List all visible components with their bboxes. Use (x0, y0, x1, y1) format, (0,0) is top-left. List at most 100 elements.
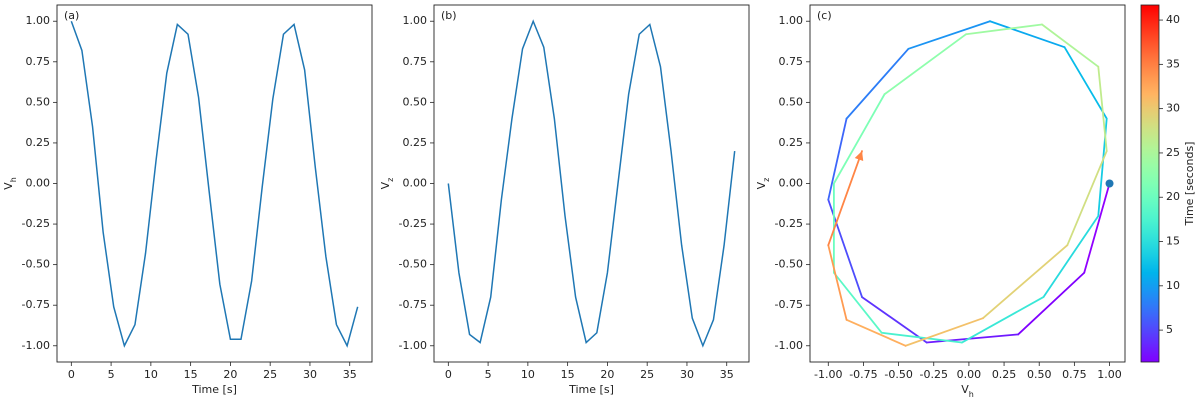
colorbar-tick-label: 30 (1166, 102, 1180, 115)
arrow-head (854, 151, 864, 162)
y-tick-label: 0.50 (26, 95, 51, 108)
colorbar-tick-label: 5 (1166, 323, 1173, 336)
y-tick-label: -0.25 (22, 217, 50, 230)
trajectory-segment (965, 23, 1043, 36)
trajectory-segment (827, 117, 848, 201)
x-tick-label: 15 (184, 368, 198, 381)
x-tick-label: 0 (68, 368, 75, 381)
colorbar-tick-label: 25 (1166, 146, 1180, 159)
trajectory-segment (827, 150, 863, 247)
x-tick-label: -1.00 (814, 368, 842, 381)
x-tick-label: 30 (680, 368, 694, 381)
colorbar (1140, 4, 1160, 363)
y-tick-label: 0.00 (26, 177, 51, 190)
y-tick-label: -1.00 (22, 339, 50, 352)
trajectory-segment (960, 296, 1045, 344)
x-tick-label: -0.75 (849, 368, 877, 381)
x-tick-label: 0.00 (957, 368, 982, 381)
x-axis-label: Time [s] (568, 383, 614, 396)
x-tick-label: 0.50 (1027, 368, 1052, 381)
x-tick-label: -0.25 (920, 368, 948, 381)
colorbar-tick-label: 40 (1166, 13, 1180, 26)
x-tick-label: 5 (108, 368, 115, 381)
x-tick-label: 10 (144, 368, 158, 381)
colorbar-tick-label: 35 (1166, 57, 1180, 70)
panel-label: (b) (441, 9, 457, 22)
colorbar-tick-label: 20 (1166, 190, 1180, 203)
y-tick-label: -0.50 (775, 258, 803, 271)
label-subscript: z (386, 178, 395, 182)
x-tick-label: 35 (343, 368, 357, 381)
x-tick-label: 1.00 (1097, 368, 1122, 381)
y-tick-label: 0.50 (403, 95, 428, 108)
trajectory-segment (1083, 182, 1111, 274)
trajectory-segment (904, 317, 984, 347)
trajectory-segment (833, 93, 886, 185)
trajectory-segment (883, 33, 967, 96)
axes-frame (56, 4, 373, 363)
y-tick-label: 0.75 (403, 55, 428, 68)
y-tick-label: 0.00 (403, 177, 428, 190)
y-tick-label: 1.00 (403, 14, 428, 27)
x-tick-label: 25 (640, 368, 654, 381)
axes-frame (809, 4, 1126, 363)
data-line (447, 19, 736, 348)
trajectory-segment (925, 333, 1020, 344)
axes-frame (433, 4, 750, 363)
label-subscript: h (969, 390, 974, 399)
x-tick-label: 35 (720, 368, 734, 381)
trajectory-segment (1097, 65, 1108, 152)
y-axis-label: Vh (2, 177, 18, 190)
y-tick-label: -0.25 (399, 217, 427, 230)
x-tick-label: 0.75 (1062, 368, 1087, 381)
data-line (70, 20, 359, 348)
y-tick-label: 0.25 (403, 136, 428, 149)
y-tick-label: 0.50 (779, 95, 804, 108)
x-tick-label: 0 (445, 368, 452, 381)
y-tick-label: -0.75 (775, 298, 803, 311)
label-subscript: h (9, 177, 18, 182)
trajectory-segment (880, 331, 963, 344)
panel-label: (a) (64, 9, 79, 22)
x-axis-label: Time [s] (191, 383, 237, 396)
y-tick-label: 0.25 (779, 136, 804, 149)
panel-label: (c) (817, 9, 832, 22)
trajectory-segment (1042, 215, 1100, 298)
y-tick-label: 0.75 (26, 55, 51, 68)
trajectory-segment (907, 20, 991, 50)
y-tick-label: -0.50 (399, 258, 427, 271)
trajectory-segment (861, 296, 928, 344)
y-axis-label: Vz (755, 178, 771, 190)
trajectory-segment (845, 47, 910, 120)
y-tick-label: 1.00 (26, 14, 51, 27)
x-tick-label: 10 (521, 368, 535, 381)
x-tick-label: 0.25 (992, 368, 1017, 381)
trajectory-segment (982, 244, 1069, 320)
trajectory-segment (845, 318, 907, 347)
label-base: V (379, 181, 392, 189)
label-base: V (755, 181, 768, 189)
y-tick-label: -1.00 (775, 339, 803, 352)
y-tick-label: -0.50 (22, 258, 50, 271)
label-subscript: z (762, 178, 771, 182)
x-tick-label: 30 (303, 368, 317, 381)
trajectory-segment (827, 244, 848, 321)
colorbar-tick-label: 10 (1166, 279, 1180, 292)
trajectory-segment (1041, 23, 1100, 68)
trajectory-segment (1017, 271, 1086, 336)
x-tick-label: 5 (485, 368, 492, 381)
y-tick-label: -0.75 (22, 298, 50, 311)
y-tick-label: -0.75 (399, 298, 427, 311)
y-tick-label: 0.25 (26, 136, 51, 149)
y-axis-label: Vz (379, 178, 395, 190)
colorbar-tick-label: 15 (1166, 235, 1180, 248)
start-marker (1105, 179, 1114, 188)
x-tick-label: -0.50 (884, 368, 912, 381)
y-tick-label: -0.25 (775, 217, 803, 230)
x-axis-label: Vh (961, 383, 974, 399)
trajectory-segment (833, 271, 883, 334)
x-tick-label: 20 (223, 368, 237, 381)
label-base: V (961, 383, 969, 396)
